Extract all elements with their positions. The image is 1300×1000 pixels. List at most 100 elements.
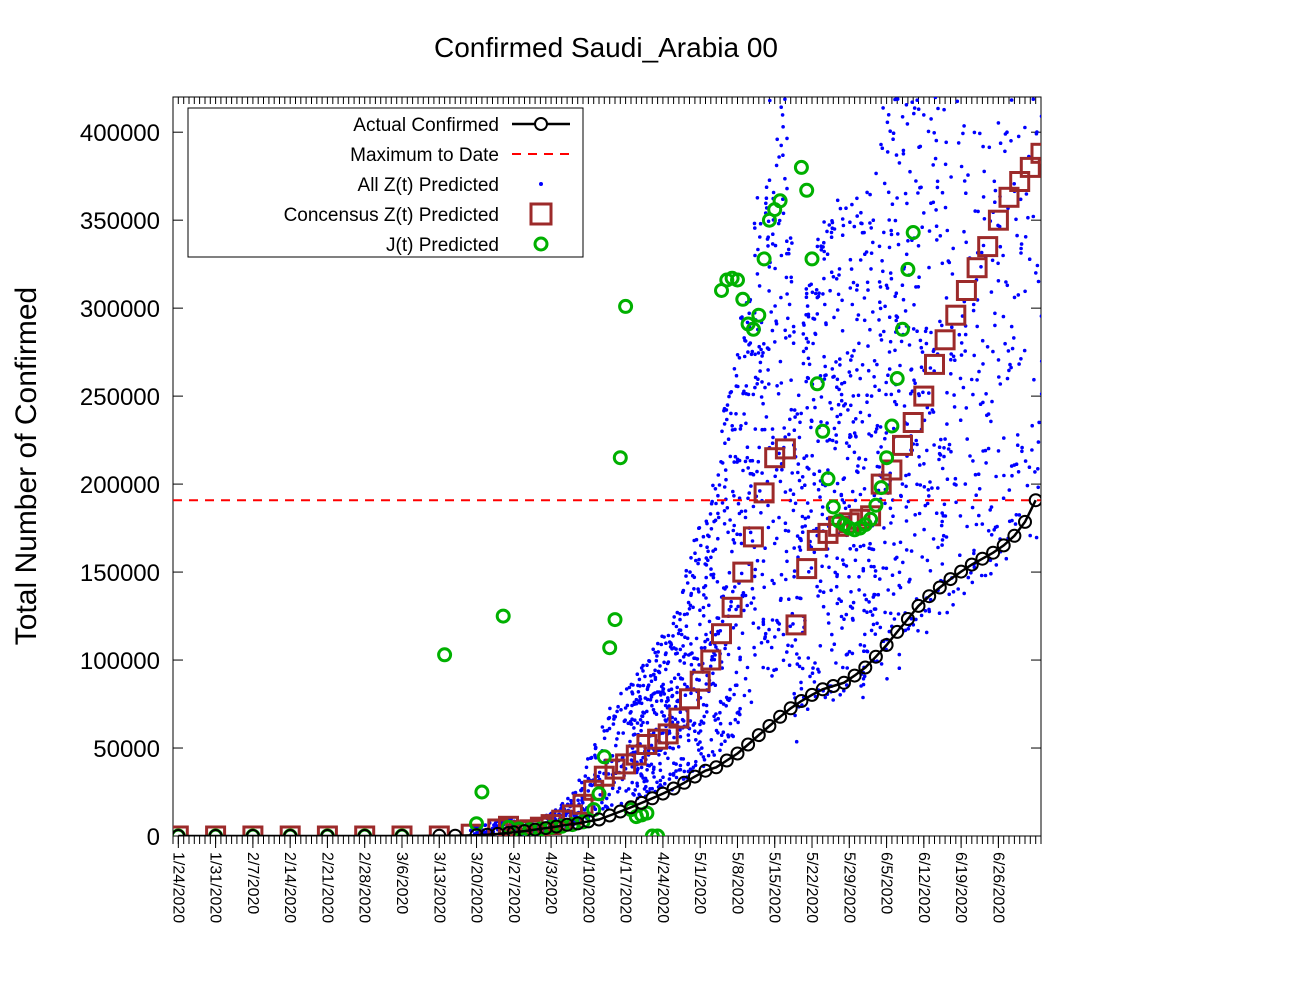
- z-predicted-point: [864, 597, 869, 602]
- z-predicted-point: [857, 588, 861, 592]
- z-predicted-point: [908, 577, 912, 582]
- z-predicted-point: [803, 516, 808, 521]
- z-predicted-point: [1030, 423, 1034, 428]
- actual-confirmed-point: [490, 826, 505, 836]
- z-predicted-point: [588, 756, 593, 760]
- z-predicted-point: [865, 393, 869, 398]
- actual-confirmed-point: [911, 598, 926, 613]
- z-predicted-point: [868, 541, 872, 546]
- z-predicted-point: [786, 247, 791, 252]
- actual-confirmed-point: [320, 829, 335, 836]
- y-tick-label: 150000: [80, 560, 160, 587]
- z-predicted-point: [724, 704, 728, 708]
- z-predicted-point: [993, 323, 997, 328]
- z-predicted-point: [738, 427, 743, 431]
- z-predicted-point: [726, 652, 731, 657]
- z-predicted-point: [764, 201, 768, 206]
- z-predicted-point: [839, 493, 844, 498]
- z-predicted-point: [838, 363, 842, 367]
- z-predicted-point: [1012, 182, 1016, 186]
- x-tick-label: 4/10/2020: [579, 852, 596, 923]
- z-predicted-point: [862, 649, 866, 653]
- z-predicted-point: [923, 503, 928, 508]
- x-minor-ticks-bottom: [172, 836, 1042, 844]
- z-predicted-point: [767, 627, 771, 632]
- z-predicted-point: [700, 746, 704, 750]
- z-predicted-point: [886, 113, 891, 117]
- actual-confirmed-point: [954, 564, 969, 579]
- z-predicted-point: [875, 423, 880, 428]
- z-predicted-point: [785, 292, 789, 296]
- z-predicted-point: [641, 720, 645, 725]
- z-predicted-point: [847, 444, 851, 449]
- z-predicted-point: [633, 718, 637, 722]
- consensus-point: [753, 482, 775, 504]
- z-predicted-point: [987, 145, 992, 150]
- z-predicted-point: [746, 496, 750, 501]
- z-predicted-point: [852, 450, 857, 455]
- z-predicted-point: [814, 288, 819, 292]
- x-tick-label: 6/5/2020: [878, 852, 895, 914]
- consensus-point: [924, 353, 945, 375]
- z-predicted-point: [972, 565, 977, 569]
- z-predicted-point: [789, 378, 793, 383]
- z-predicted-point: [969, 571, 973, 575]
- dot-icon: [539, 182, 543, 186]
- z-predicted-point: [697, 526, 702, 530]
- z-predicted-point: [928, 597, 933, 602]
- z-predicted-point: [639, 728, 643, 733]
- z-predicted-point: [766, 219, 771, 224]
- z-predicted-point: [1019, 246, 1023, 251]
- z-predicted-point: [756, 626, 761, 630]
- x-minor-ticks-top: [172, 97, 1042, 104]
- z-predicted-point: [877, 465, 882, 469]
- z-predicted-point: [1008, 362, 1012, 367]
- z-predicted-point: [969, 377, 974, 382]
- z-predicted-point: [725, 417, 729, 422]
- z-predicted-point: [683, 693, 688, 697]
- z-predicted-point: [736, 604, 740, 609]
- plot-frame: [172, 96, 1042, 837]
- z-predicted-point: [1039, 359, 1041, 363]
- z-predicted-point: [651, 770, 655, 775]
- z-predicted-point: [704, 682, 709, 686]
- z-predicted-point: [834, 277, 839, 281]
- z-predicted-point: [605, 728, 609, 733]
- actual-confirmed-point: [432, 828, 447, 836]
- z-predicted-point: [1035, 263, 1040, 268]
- z-predicted-point: [909, 616, 914, 621]
- z-predicted-point: [865, 190, 869, 195]
- actual-confirmed-point: [1007, 528, 1022, 543]
- z-predicted-point: [744, 384, 749, 388]
- z-predicted-point: [707, 603, 711, 608]
- z-predicted-point: [844, 206, 848, 210]
- z-predicted-point: [577, 778, 581, 783]
- z-predicted-point: [703, 639, 707, 644]
- z-predicted-point: [734, 373, 739, 378]
- z-predicted-point: [713, 632, 718, 637]
- z-predicted-point: [753, 427, 758, 431]
- z-predicted-point: [657, 753, 661, 757]
- z-predicted-point: [738, 706, 742, 711]
- z-predicted-point: [986, 446, 991, 451]
- z-predicted-point: [761, 351, 765, 355]
- z-predicted-point: [676, 720, 680, 725]
- actual-confirmed-point: [805, 687, 819, 702]
- z-predicted-point: [761, 401, 765, 406]
- z-predicted-point: [720, 429, 724, 434]
- consensus-point: [806, 529, 828, 551]
- z-predicted-point: [835, 414, 839, 419]
- z-predicted-point: [775, 384, 779, 388]
- z-predicted-point: [747, 311, 751, 316]
- z-predicted-point: [984, 392, 988, 396]
- z-predicted-point: [1002, 473, 1006, 478]
- z-predicted-point: [755, 382, 759, 386]
- z-predicted-point: [584, 765, 589, 770]
- z-predicted-point: [732, 460, 736, 464]
- z-predicted-point: [773, 243, 778, 248]
- z-predicted-point: [780, 467, 784, 472]
- z-predicted-point: [678, 628, 683, 632]
- z-predicted-point: [877, 318, 881, 322]
- z-predicted-point: [897, 161, 902, 165]
- z-predicted-point: [640, 714, 645, 718]
